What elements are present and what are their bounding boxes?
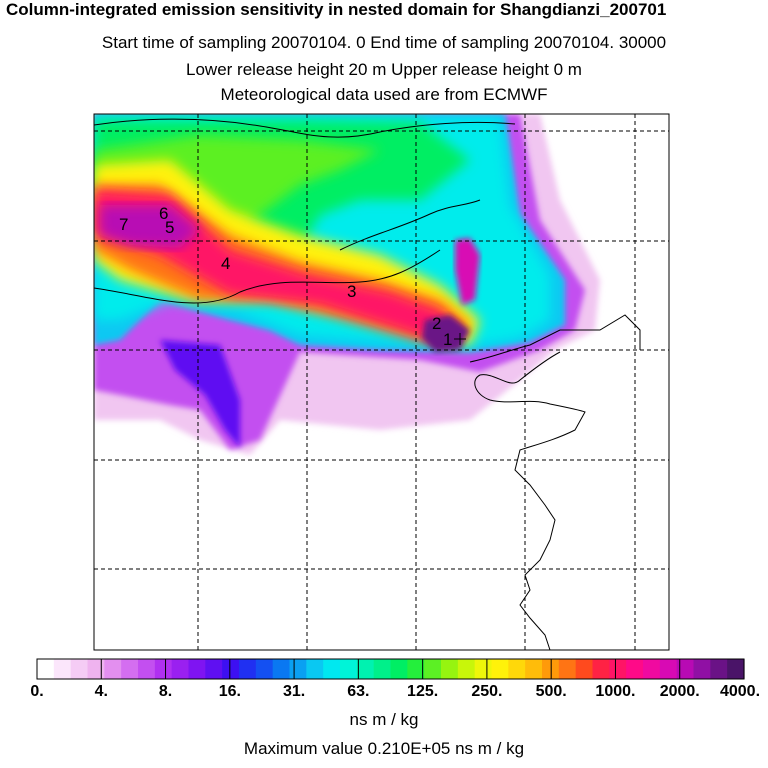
- colorbar-swatch: [727, 659, 745, 679]
- colorbar-tick-label: 500.: [535, 683, 567, 700]
- sensitivity-field: [94, 114, 600, 455]
- colorbar-swatch: [659, 659, 678, 679]
- colorbar-units: ns m / kg: [349, 710, 419, 729]
- marker-5: 5: [165, 218, 174, 237]
- colorbar-swatch: [289, 659, 307, 679]
- colorbar-swatch: [306, 659, 324, 679]
- colorbar-swatch: [441, 659, 459, 679]
- colorbar-swatch: [104, 659, 122, 679]
- colorbar-tick-label: 8.: [158, 683, 173, 700]
- colorbar-swatch: [188, 659, 206, 679]
- colorbar-tick-label: 31.: [282, 683, 306, 700]
- colorbar-frame: [36, 658, 745, 680]
- colorbar-swatch: [121, 659, 139, 679]
- colorbar-swatch: [508, 659, 526, 679]
- marker-4: 4: [221, 254, 230, 273]
- met-data-source: Meteorological data used are from ECMWF: [220, 85, 548, 104]
- colorbar-tick-label: 4000.: [719, 683, 761, 700]
- marker-7: 7: [119, 215, 128, 234]
- colorbar-swatch: [407, 659, 425, 679]
- colorbar-swatch: [643, 659, 661, 679]
- colorbar-swatch: [575, 659, 594, 679]
- cluster-markers: 7 6 5 4 3 2 1: [119, 204, 452, 349]
- colorbar-tick-label: 63.: [347, 683, 370, 700]
- colorbar-swatch: [626, 659, 644, 679]
- colorbar-swatch: [222, 659, 240, 679]
- colorbar-tick-label: 1000.: [595, 683, 636, 700]
- map-frame: [93, 113, 670, 651]
- colorbar-swatch: [710, 659, 728, 679]
- colorbar-tick-label: 0.: [30, 683, 44, 700]
- colorbar-swatch: [37, 659, 55, 679]
- sampling-times: Start time of sampling 20070104. 0 End t…: [101, 33, 667, 52]
- colorbar-swatch: [676, 659, 695, 679]
- colorbar-swatch: [205, 659, 223, 679]
- colorbar-swatch: [693, 659, 711, 679]
- colorbar-swatch: [87, 659, 105, 679]
- colorbar-swatch: [255, 659, 274, 679]
- map-title: Column-integrated emission sensitivity i…: [6, 0, 667, 19]
- colorbar-swatch: [340, 659, 358, 679]
- colorbar-swatch: [592, 659, 610, 679]
- colorbar-tick-label: 16.: [218, 683, 241, 700]
- colorbar-swatch: [424, 659, 442, 679]
- colorbar-tick-label: 4.: [94, 683, 108, 700]
- colorbar-swatch: [53, 659, 72, 679]
- colorbar-swatch: [70, 659, 89, 679]
- colorbar-tick-label: 125.: [407, 683, 439, 700]
- colorbar-tick-label: 2000.: [659, 683, 700, 700]
- colorbar-swatch: [609, 659, 627, 679]
- marker-3: 3: [347, 282, 356, 301]
- graticule: [94, 114, 669, 650]
- colorbar: [37, 659, 745, 679]
- colorbar-tick-label: 250.: [471, 683, 503, 700]
- colorbar-swatch: [154, 659, 173, 679]
- colorbar-swatch: [457, 659, 476, 679]
- colorbar-swatch: [474, 659, 493, 679]
- colorbar-swatch: [171, 659, 190, 679]
- marker-1: 1: [443, 330, 452, 349]
- colorbar-swatch: [390, 659, 408, 679]
- colorbar-swatch: [491, 659, 509, 679]
- coastline: [94, 118, 641, 650]
- colorbar-swatch: [138, 659, 156, 679]
- colorbar-swatch: [272, 659, 291, 679]
- colorbar-ticks: [100, 659, 681, 679]
- colorbar-swatch: [525, 659, 543, 679]
- maximum-value: Maximum value 0.210E+05 ns m / kg: [243, 739, 525, 758]
- marker-2: 2: [432, 314, 441, 333]
- colorbar-swatch: [323, 659, 341, 679]
- receptor-cross: [454, 333, 466, 345]
- colorbar-swatch: [356, 659, 375, 679]
- colorbar-swatch: [373, 659, 392, 679]
- colorbar-swatch: [558, 659, 577, 679]
- release-heights: Lower release height 20 m Upper release …: [186, 60, 582, 79]
- colorbar-swatch: [239, 659, 257, 679]
- marker-6: 6: [159, 204, 168, 223]
